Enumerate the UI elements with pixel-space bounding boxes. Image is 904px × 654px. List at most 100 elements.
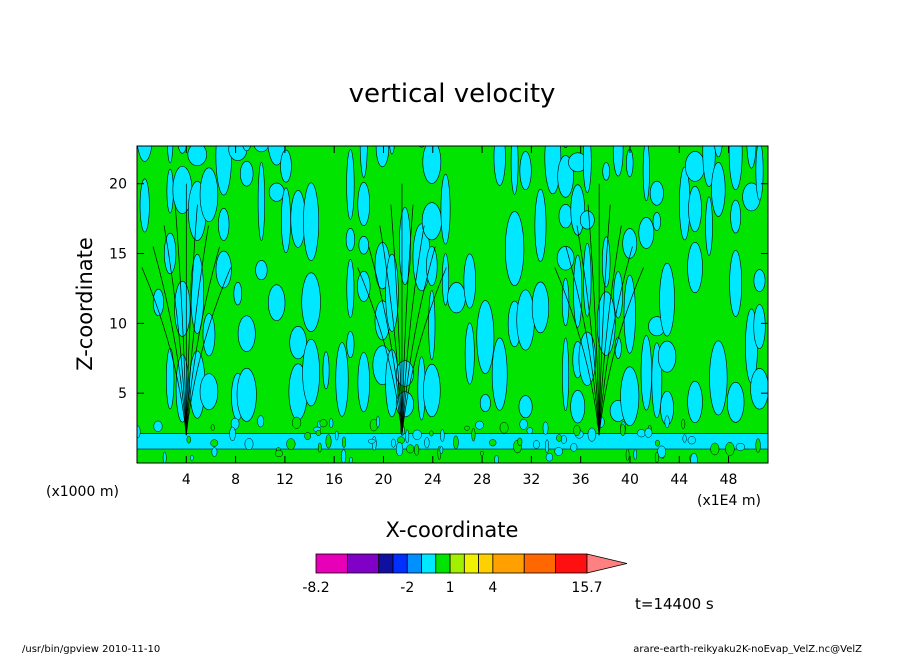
downdraft-cell (358, 235, 369, 255)
downdraft-cell (544, 146, 562, 195)
updraft-contour (598, 225, 622, 436)
surface-cell (480, 450, 484, 456)
surface-cell (755, 438, 761, 453)
surface-cell (517, 437, 523, 446)
surface-cell (329, 418, 334, 429)
downdraft-cell (649, 180, 664, 206)
downdraft-cell (345, 227, 356, 252)
updraft-contour (401, 225, 425, 436)
downdraft-cell (570, 390, 586, 424)
downdraft-cell (357, 352, 370, 413)
plot-area (136, 145, 769, 464)
downdraft-cell (440, 173, 451, 245)
downdraft-cell (563, 146, 568, 148)
downdraft-cell (346, 331, 355, 358)
downdraft-cell (510, 146, 519, 195)
downdraft-cell (556, 246, 575, 271)
downdraft-cell (421, 202, 442, 241)
downdraft-cell (755, 146, 764, 201)
downdraft-cell (640, 335, 652, 411)
downdraft-cell (505, 211, 525, 286)
downdraft-cell (709, 340, 728, 416)
surface-cell (471, 427, 476, 442)
colorbar-segment (523, 553, 557, 574)
surface-cell (334, 430, 339, 441)
downdraft-cell (534, 188, 547, 262)
updraft-contour (185, 204, 198, 436)
downdraft-cell (558, 203, 573, 229)
surface-cell (625, 448, 630, 461)
x-unit-left: (x1000 m) (46, 484, 119, 500)
surface-cell (153, 420, 163, 432)
surface-cell (489, 439, 497, 447)
colorbar-segment (315, 553, 348, 574)
downdraft-cell (426, 246, 438, 287)
surface-cell (545, 453, 554, 462)
downdraft-cell (253, 146, 270, 153)
surface-cell (367, 438, 376, 444)
surface-cell (532, 440, 540, 449)
downdraft-cell (301, 272, 321, 332)
x-tick-label: 16 (325, 472, 343, 488)
downdraft-cell (236, 367, 257, 422)
downdraft-cell (596, 291, 616, 356)
downdraft-cell (165, 347, 175, 410)
downdraft-cell (346, 259, 355, 318)
surface-cell (519, 418, 528, 430)
updraft-contour (401, 246, 436, 436)
surface-cell (475, 420, 484, 430)
downdraft-cell (516, 289, 535, 351)
downdraft-cell (582, 146, 592, 193)
surface-cell (304, 432, 312, 440)
surface-cell (681, 418, 686, 430)
updraft-contour (390, 204, 403, 436)
downdraft-cell (242, 146, 252, 152)
downdraft-cell (728, 146, 743, 191)
surface-cell (325, 434, 332, 449)
colorbar-tick-label: 4 (488, 580, 497, 596)
footer-left: /usr/bin/gpview 2010-11-10 (22, 644, 160, 654)
downdraft-cell (579, 210, 595, 230)
downdraft-cell (215, 250, 232, 289)
x-tick-label: 48 (720, 472, 738, 488)
downdraft-cell (218, 208, 230, 241)
surface-cell (633, 449, 638, 460)
updraft-contour (565, 246, 600, 436)
footer-right: arare-earth-reikyaku2K-noEvap_VelZ.nc@Ve… (633, 644, 862, 654)
downdraft-cell (280, 149, 292, 183)
y-axis-label: Z-coordinate (73, 237, 97, 371)
downdraft-cell (687, 241, 703, 294)
surface-cell (440, 429, 445, 443)
surface-cell (211, 447, 218, 457)
downdraft-cell (613, 271, 623, 319)
y-tick-label: 10 (109, 316, 127, 332)
updraft-contour (598, 267, 644, 436)
surface-cell (542, 421, 549, 435)
surface-cell (406, 444, 415, 454)
downdraft-cell (685, 151, 706, 182)
updraft-contour (598, 204, 611, 436)
downdraft-cell (359, 146, 368, 178)
downdraft-cell (729, 249, 743, 317)
colorbar-extend-arrow (586, 553, 628, 574)
surface-cell (657, 445, 667, 458)
updraft-contour (163, 225, 187, 436)
downdraft-cell (237, 315, 256, 352)
surface-cell (210, 439, 219, 447)
y-axis-ticks: 5 10 15 20 (109, 177, 768, 402)
colorbar-segment (463, 553, 480, 574)
surface-cell (560, 435, 567, 444)
surface-cell (349, 456, 353, 463)
surface-cell (735, 442, 745, 451)
downdraft-cell (422, 146, 442, 184)
x-tick-label: 40 (621, 472, 639, 488)
x-tick-label: 8 (231, 472, 240, 488)
downdraft-cell (357, 270, 371, 302)
plot-frame (136, 145, 769, 464)
downdraft-cell (137, 146, 153, 162)
surface-cell (414, 443, 420, 456)
downdraft-cell (464, 322, 475, 385)
downdraft-cell (726, 381, 745, 423)
downdraft-cell (357, 182, 371, 226)
surface-cell (376, 415, 380, 428)
